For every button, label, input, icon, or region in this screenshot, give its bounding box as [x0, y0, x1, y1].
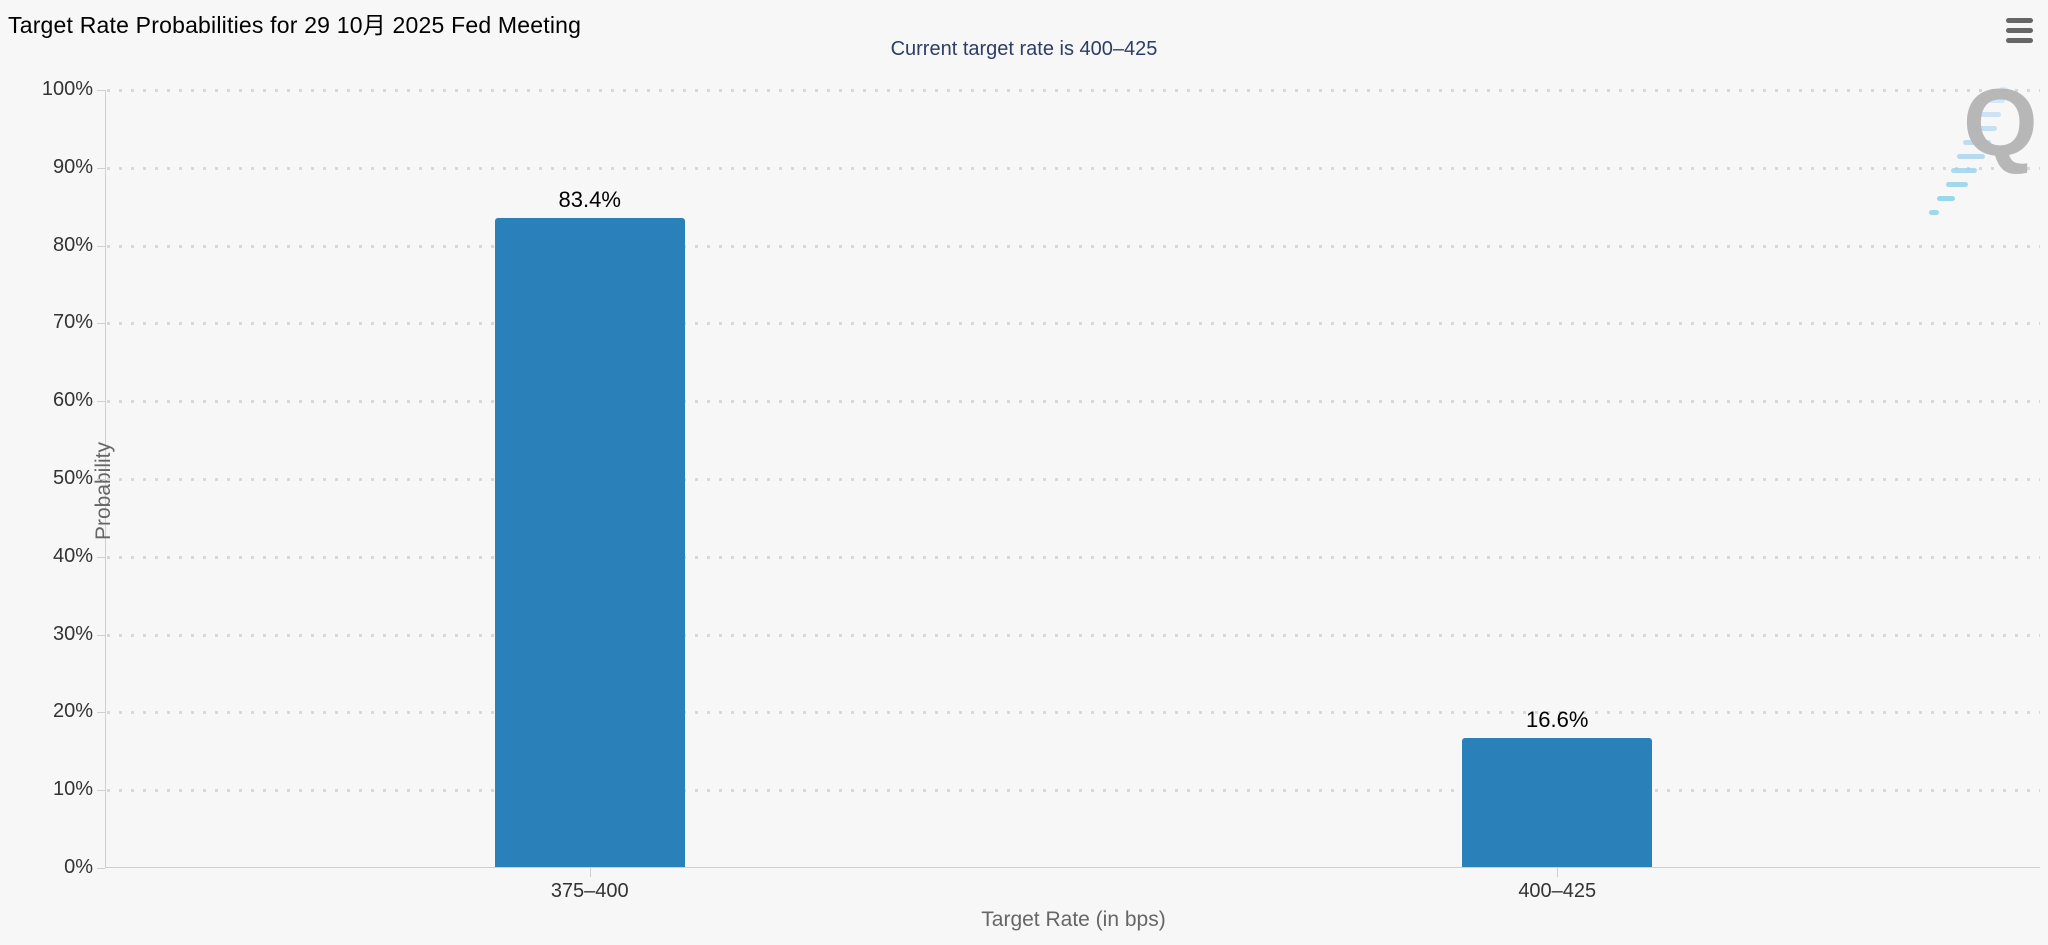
y-axis-tick-label: 30%: [52, 622, 93, 645]
chart-subtitle: Current target rate is 400–425: [890, 38, 1158, 60]
y-gridline: [107, 555, 2040, 559]
plot-area: Probability Target Rate (in bps) 0% 10% 20…: [42, 78, 2040, 931]
y-axis-tick-label: 70%: [52, 311, 93, 334]
probability-bar-400–425[interactable]: [1462, 737, 1653, 867]
y-axis-tick: [97, 790, 105, 792]
y-axis-tick-label: 90%: [52, 155, 93, 178]
y-axis-tick: [97, 634, 105, 636]
y-axis-tick-label: 80%: [52, 233, 93, 256]
y-gridline: [107, 400, 2040, 404]
y-gridline: [107, 789, 2040, 793]
y-axis-tick-label: 60%: [52, 389, 93, 412]
hamburger-bar: [2006, 28, 2033, 33]
y-axis-tick: [97, 90, 105, 91]
y-axis-tick-label: 20%: [52, 700, 93, 723]
x-axis-title: Target Rate (in bps): [981, 908, 1166, 931]
y-axis-tick: [97, 712, 105, 714]
hamburger-bar: [2006, 38, 2033, 43]
y-axis-tick-label: 0%: [64, 856, 93, 878]
y-axis-tick: [97, 401, 105, 403]
y-gridline: [107, 711, 2040, 715]
y-gridline: [107, 633, 2040, 637]
y-axis-tick-label: 50%: [52, 467, 93, 489]
y-axis-tick: [97, 868, 105, 869]
y-axis-title: Probability: [92, 441, 115, 541]
bar-value-label: 83.4%: [558, 187, 621, 213]
chart-title: Target Rate Probabilities for 29 10月 202…: [8, 12, 582, 38]
x-axis-category-label: 400–425: [1518, 880, 1597, 902]
y-gridline: [107, 166, 2040, 170]
y-axis-tick: [97, 167, 105, 169]
y-gridline: [107, 322, 2040, 326]
y-axis-tick-label: 10%: [52, 778, 93, 801]
x-axis-tick: [589, 868, 591, 877]
y-axis-tick-label: 40%: [52, 544, 93, 567]
bar-value-label: 16.6%: [1526, 706, 1589, 732]
hamburger-menu-icon[interactable]: [2005, 14, 2035, 44]
y-axis-tick: [97, 479, 105, 480]
probability-bar-375–400[interactable]: [494, 218, 685, 867]
x-axis-tick: [1557, 868, 1559, 877]
y-axis-tick: [97, 323, 105, 325]
x-axis-category-label: 375–400: [550, 880, 629, 902]
y-axis-tick: [97, 245, 105, 247]
y-axis-tick: [97, 556, 105, 558]
y-gridline: [107, 244, 2040, 248]
y-gridline: [107, 478, 2040, 481]
hamburger-bar: [2006, 18, 2033, 23]
y-axis-tick-label: 100%: [41, 78, 93, 100]
y-gridline: [107, 89, 2040, 92]
